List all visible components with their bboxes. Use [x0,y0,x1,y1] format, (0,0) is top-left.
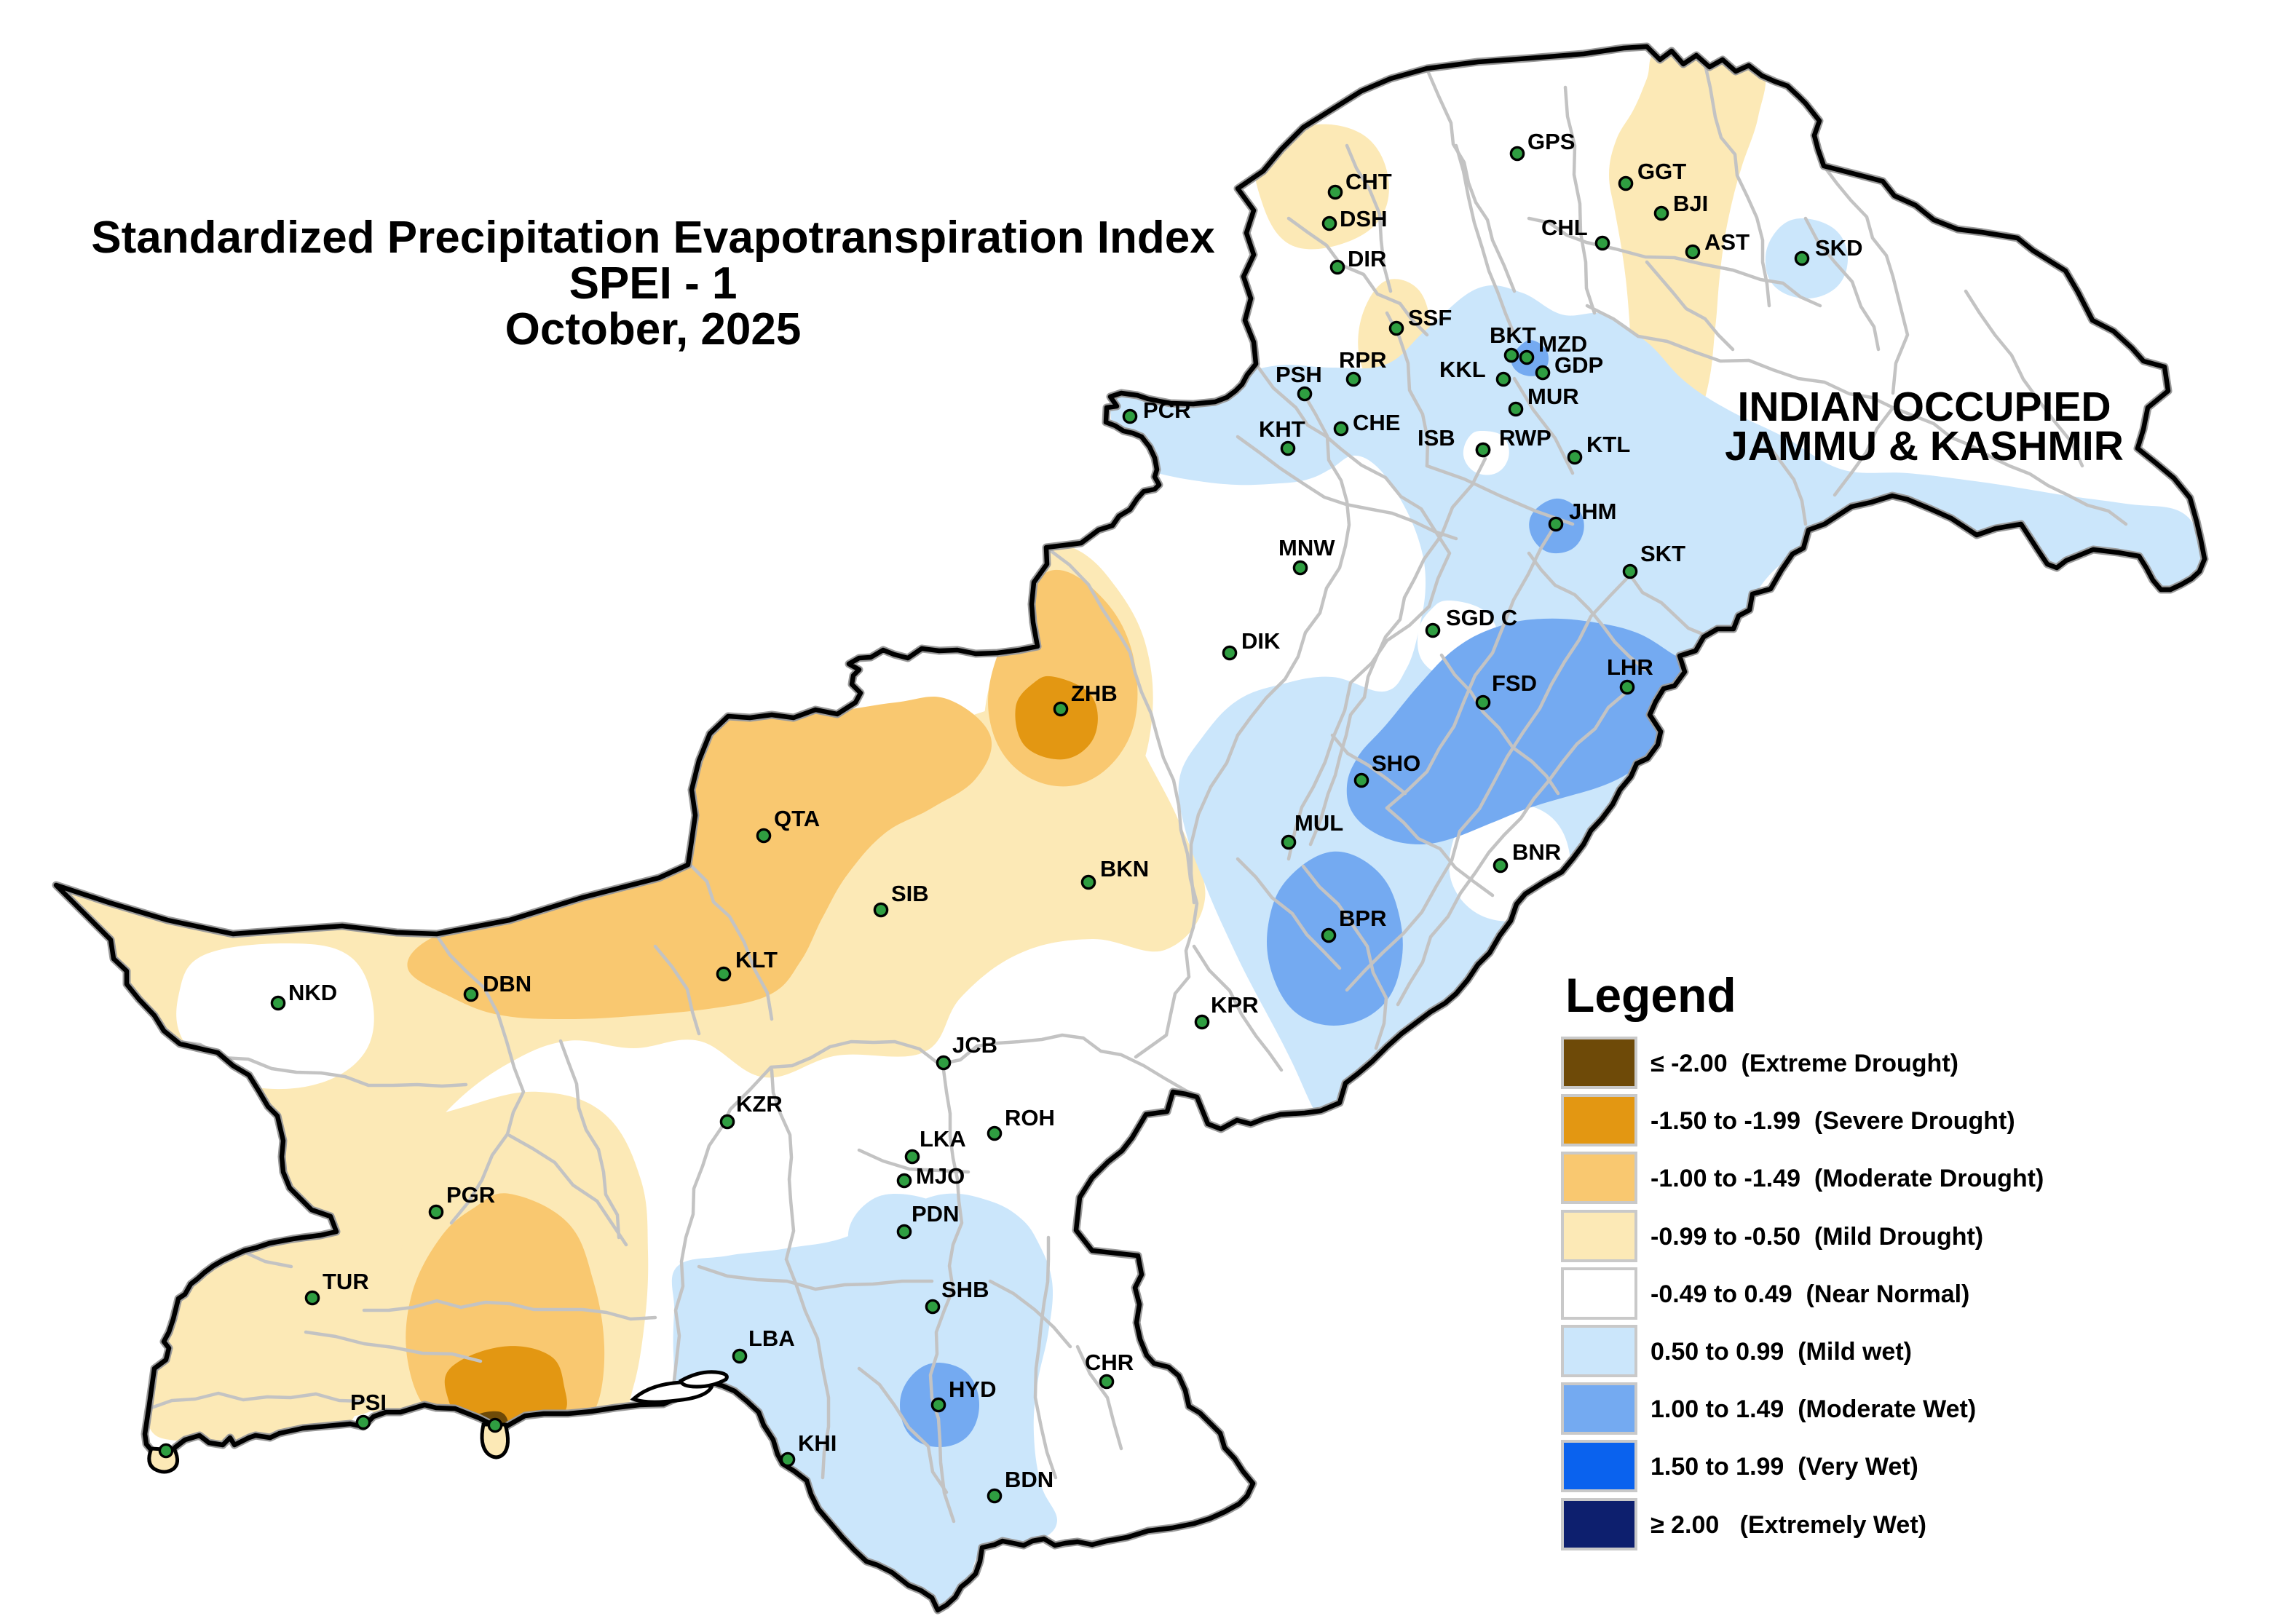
svg-text:1.50 to 1.99 (Very Wet): 1.50 to 1.99 (Very Wet) [1651,1453,1918,1481]
svg-text:LBA: LBA [748,1326,795,1351]
svg-text:-1.50 to -1.99 (Severe Drough: -1.50 to -1.99 (Severe Drought) [1651,1107,2015,1135]
svg-text:JAMMU & KASHMIR: JAMMU & KASHMIR [1725,423,2124,470]
svg-text:SHB: SHB [941,1277,989,1302]
svg-text:MJO: MJO [916,1163,965,1189]
svg-text:Legend: Legend [1565,968,1736,1022]
svg-text:AST: AST [1704,229,1750,255]
svg-text:≥ 2.00 (Extremely Wet): ≥ 2.00 (Extremely Wet) [1651,1511,1926,1539]
svg-text:BJI: BJI [1673,191,1708,216]
svg-text:SIB: SIB [891,881,929,906]
svg-text:-1.00 to -1.49 (Moderate Drou: -1.00 to -1.49 (Moderate Drought) [1651,1165,2044,1192]
svg-text:TUR: TUR [323,1269,369,1294]
svg-text:KKL: KKL [1439,357,1486,382]
svg-text:LHR: LHR [1607,654,1653,680]
svg-text:ISB: ISB [1418,425,1455,451]
svg-text:0.50 to 0.99 (Mild wet): 0.50 to 0.99 (Mild wet) [1651,1338,1912,1366]
svg-text:SSF: SSF [1408,305,1452,330]
svg-text:RWP: RWP [1499,425,1551,451]
svg-text:PCR: PCR [1143,397,1190,423]
svg-text:CHE: CHE [1353,410,1400,435]
svg-text:ZHB: ZHB [1071,681,1118,706]
svg-text:KHT: KHT [1259,416,1305,442]
svg-text:PSI: PSI [350,1390,387,1415]
svg-text:INDIAN OCCUPIED: INDIAN OCCUPIED [1737,384,2111,430]
svg-text:-0.99 to -0.50 (Mild Drought): -0.99 to -0.50 (Mild Drought) [1651,1223,1983,1251]
svg-text:CHL: CHL [1541,215,1588,240]
svg-text:PGR: PGR [446,1182,495,1208]
svg-text:KTL: KTL [1586,432,1630,457]
svg-text:KPR: KPR [1211,992,1258,1018]
svg-text:KZR: KZR [736,1091,783,1117]
svg-text:HYD: HYD [949,1377,996,1402]
svg-text:CHR: CHR [1085,1350,1134,1375]
svg-text:SKT: SKT [1640,541,1685,566]
svg-text:FSD: FSD [1492,670,1537,696]
svg-text:GPS: GPS [1527,129,1575,154]
svg-text:MZD: MZD [1538,331,1587,357]
svg-text:BKT: BKT [1490,322,1536,348]
svg-text:BNR: BNR [1512,839,1561,865]
svg-text:SPEI - 1: SPEI - 1 [569,258,738,309]
svg-text:RPR: RPR [1339,347,1386,373]
svg-text:BPR: BPR [1339,906,1386,931]
svg-text:1.00 to 1.49 (Moderate Wet): 1.00 to 1.49 (Moderate Wet) [1651,1395,1976,1423]
svg-text:KLT: KLT [735,947,778,973]
svg-text:CHT: CHT [1345,169,1392,194]
svg-text:PSH: PSH [1276,362,1322,387]
svg-text:GDP: GDP [1554,352,1603,378]
svg-text:MNW: MNW [1278,535,1335,561]
svg-text:JHM: JHM [1569,499,1616,524]
svg-text:SHO: SHO [1372,750,1420,776]
svg-text:NKD: NKD [288,980,337,1005]
svg-text:PDN: PDN [912,1201,959,1227]
svg-text:LKA: LKA [920,1126,966,1152]
svg-text:MUL: MUL [1294,810,1343,836]
svg-text:QTA: QTA [774,806,820,831]
svg-text:DBN: DBN [483,971,531,997]
svg-text:GGT: GGT [1637,159,1686,184]
svg-text:BKN: BKN [1100,856,1149,882]
svg-text:DIR: DIR [1348,246,1386,272]
svg-text:BDN: BDN [1005,1467,1053,1492]
svg-text:ROH: ROH [1005,1105,1055,1130]
svg-text:SKD: SKD [1815,235,1862,261]
svg-text:MUR: MUR [1527,384,1579,409]
svg-text:-0.49 to 0.49 (Near Normal): -0.49 to 0.49 (Near Normal) [1651,1280,1969,1308]
svg-text:Standardized Precipitation Eva: Standardized Precipitation Evapotranspir… [91,213,1215,263]
svg-text:≤ -2.00 (Extreme Drought): ≤ -2.00 (Extreme Drought) [1651,1050,1958,1077]
svg-text:DSH: DSH [1340,206,1387,231]
svg-text:DIK: DIK [1241,628,1281,654]
svg-text:KHI: KHI [798,1430,837,1456]
svg-text:October, 2025: October, 2025 [505,304,802,354]
svg-text:SGD C: SGD C [1446,605,1517,630]
svg-text:JCB: JCB [952,1032,997,1058]
